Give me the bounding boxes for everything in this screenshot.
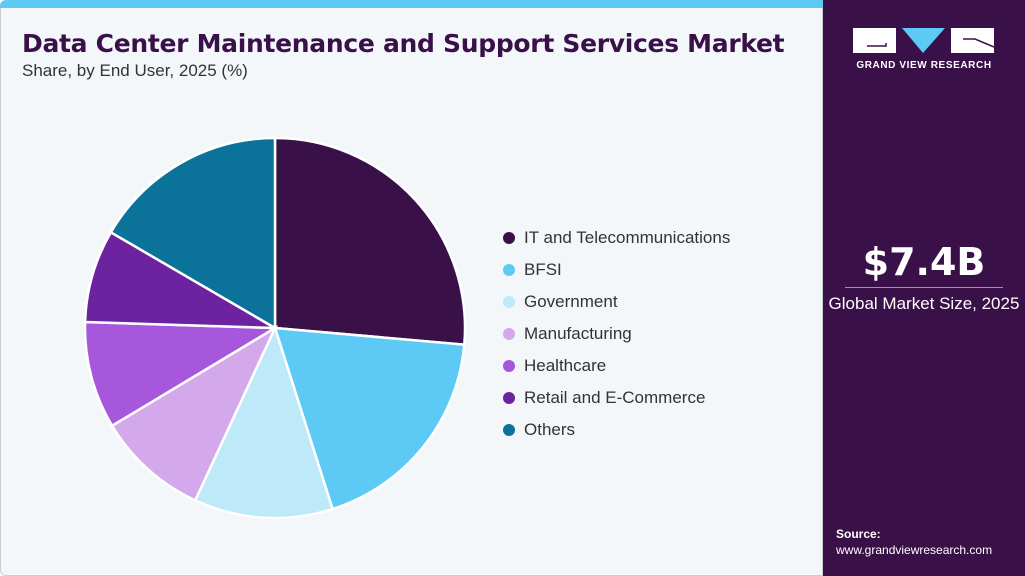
legend-item: Retail and E-Commerce bbox=[503, 382, 730, 414]
brand-name: GRAND VIEW RESEARCH bbox=[856, 60, 992, 71]
legend-item: Healthcare bbox=[503, 350, 730, 382]
legend-label: Healthcare bbox=[524, 356, 607, 375]
legend-item: IT and Telecommunications bbox=[503, 222, 730, 254]
pie-chart bbox=[83, 136, 467, 520]
legend-label: IT and Telecommunications bbox=[524, 228, 731, 247]
pie-slice-retail-and-e-commerce bbox=[83, 230, 276, 330]
market-size-label: Global Market Size, 2025 bbox=[828, 294, 1020, 313]
legend-marker bbox=[503, 328, 515, 340]
legend-marker bbox=[503, 296, 515, 308]
side-panel: GRAND VIEW RESEARCH $7.4B Global Market … bbox=[823, 0, 1025, 576]
legend-label: Others bbox=[524, 420, 576, 439]
pie-slice-government bbox=[193, 324, 335, 520]
accent-bar bbox=[0, 0, 823, 8]
pie-slice-healthcare bbox=[83, 320, 280, 428]
divider bbox=[845, 287, 1003, 288]
legend-label: BFSI bbox=[524, 260, 562, 279]
legend-marker bbox=[503, 232, 515, 244]
chart-subtitle: Share, by End User, 2025 (%) bbox=[22, 61, 248, 80]
gvr-logo-icon bbox=[853, 28, 995, 53]
legend: IT and Telecommunications BFSI Government M… bbox=[503, 222, 730, 446]
legend-item: Manufacturing bbox=[503, 318, 730, 350]
legend-item: BFSI bbox=[503, 254, 730, 286]
source-label: Source: bbox=[836, 527, 881, 541]
legend-item: Others bbox=[503, 414, 730, 446]
market-size-value: $7.4B bbox=[862, 240, 986, 284]
pie-slice-bfsi bbox=[273, 326, 466, 511]
legend-marker bbox=[503, 264, 515, 276]
source-url[interactable]: www.grandviewresearch.com bbox=[836, 543, 993, 557]
legend-marker bbox=[503, 392, 515, 404]
pie-slice-it-and-telecommunications bbox=[273, 136, 467, 347]
legend-label: Manufacturing bbox=[524, 324, 632, 343]
chart-title: Data Center Maintenance and Support Serv… bbox=[22, 29, 785, 58]
legend-marker bbox=[503, 424, 515, 436]
legend-label: Retail and E-Commerce bbox=[524, 388, 706, 407]
pie-slice-manufacturing bbox=[110, 324, 278, 503]
legend-marker bbox=[503, 360, 515, 372]
pie-slice-others bbox=[109, 136, 277, 331]
legend-item: Government bbox=[503, 286, 730, 318]
legend-label: Government bbox=[524, 292, 618, 311]
source: Source: www.grandviewresearch.com bbox=[836, 526, 992, 558]
